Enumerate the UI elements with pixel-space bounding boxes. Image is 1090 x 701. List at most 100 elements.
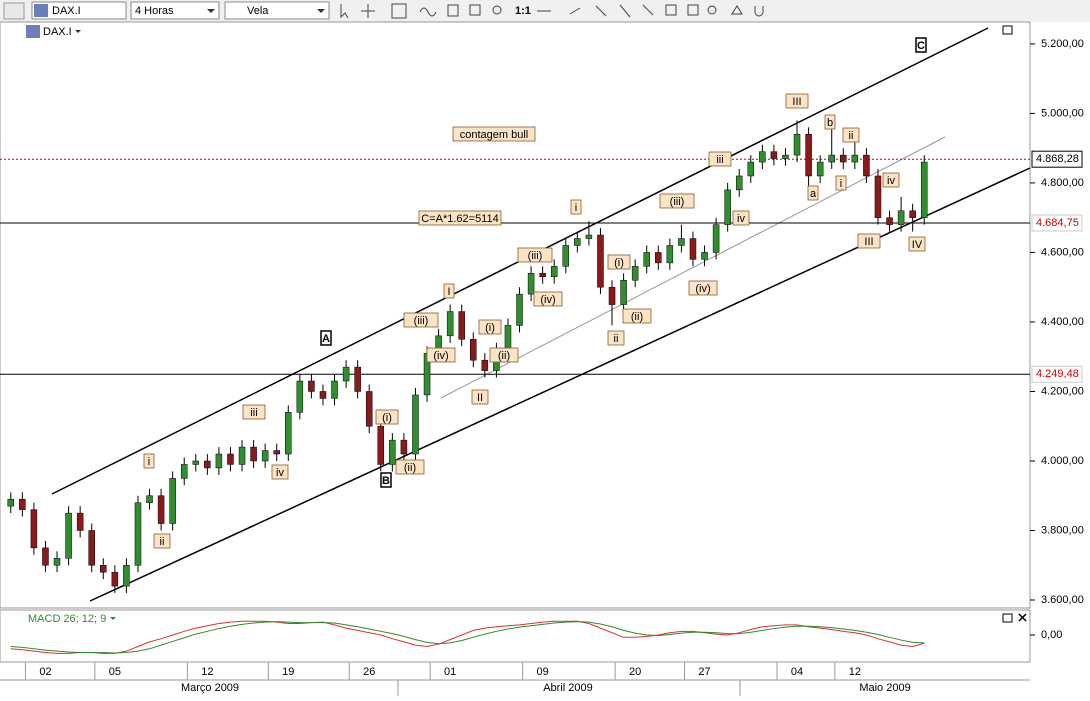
dropdown-arrow	[110, 617, 116, 620]
style-select[interactable]	[224, 1, 330, 20]
wave-label: A	[322, 333, 330, 345]
tool-icons[interactable]	[340, 3, 764, 19]
candle-body	[308, 380, 315, 392]
wave-label: (iii)	[414, 315, 429, 327]
candle-body	[157, 495, 165, 524]
candle-body	[100, 564, 107, 573]
candle-body	[712, 224, 720, 253]
wave-label-box	[320, 330, 332, 346]
month-label: Março 2009	[181, 682, 239, 694]
candle-body	[655, 252, 662, 264]
wave-label-box	[452, 126, 536, 142]
wave-label-box	[153, 533, 171, 549]
candle-body	[770, 151, 778, 159]
level-label-box	[1031, 365, 1083, 383]
candle-body	[354, 366, 361, 392]
symbol-box[interactable]	[31, 1, 127, 20]
period-select[interactable]	[130, 1, 220, 20]
x-tick-label: 12	[849, 666, 861, 678]
x-tick-label: 05	[109, 666, 121, 678]
close[interactable]	[1018, 613, 1027, 622]
y-tick-label: 5.000,00	[1041, 107, 1084, 119]
wave-label-box	[622, 308, 652, 324]
candle-body	[550, 266, 558, 278]
candle-body	[851, 154, 859, 163]
candle-body	[389, 439, 396, 465]
zoom[interactable]: 1:1	[515, 5, 531, 17]
x-tick-label: 02	[39, 666, 51, 678]
maximize[interactable]	[1002, 25, 1013, 35]
dropdown-arrow	[207, 9, 215, 13]
maximize[interactable]	[1002, 613, 1013, 623]
y-tick-label: 4.400,00	[1041, 316, 1084, 328]
candle-body	[470, 339, 477, 361]
candle-body	[19, 498, 26, 510]
candle-body	[377, 425, 385, 465]
candle-body	[678, 238, 685, 246]
candle-body	[7, 498, 15, 507]
wave-label: (iv)	[695, 283, 710, 295]
wave-label-box	[471, 389, 489, 405]
wave-label: B	[382, 475, 390, 487]
candle-body	[111, 571, 119, 587]
candle-body	[886, 217, 893, 225]
wave-label-box	[807, 185, 819, 201]
macd-panel	[0, 609, 1031, 663]
level-label: 4.249,48	[1036, 368, 1079, 380]
candle-body	[793, 134, 801, 156]
candle-body	[88, 530, 95, 566]
wave-label: C	[917, 40, 925, 52]
wave-label-box	[659, 193, 695, 209]
candle-body	[53, 558, 61, 566]
wave-label-box	[708, 151, 732, 167]
wave-label-box	[688, 280, 718, 296]
y-tick-label: 0,00	[1041, 629, 1062, 641]
candle-body	[608, 286, 616, 305]
period: 4 Horas	[135, 5, 174, 17]
candle-body	[250, 446, 257, 462]
candle-body	[816, 161, 824, 177]
wave-label-box	[785, 93, 809, 109]
candle-body	[874, 175, 882, 218]
wave-label-box	[478, 319, 502, 335]
wave-label: i	[840, 178, 842, 190]
wave-label-box	[607, 330, 625, 346]
candle-body	[897, 210, 905, 225]
candle-body	[805, 134, 812, 177]
macd-line	[10, 620, 925, 654]
nav-button[interactable]	[3, 2, 25, 20]
candle-body	[169, 478, 176, 524]
candle-body	[481, 359, 489, 371]
wave-label-box	[418, 210, 502, 226]
level-label: 4.868,28	[1036, 153, 1079, 165]
candle-body	[516, 293, 523, 326]
wave-label-box	[732, 210, 750, 226]
wave-label: iii	[250, 407, 257, 419]
candle-body	[296, 380, 304, 413]
wave-label-box	[824, 114, 836, 130]
candle-body	[319, 391, 327, 399]
wave-label-box	[426, 347, 456, 363]
wave-label: II	[477, 392, 483, 404]
candle-body	[504, 325, 512, 351]
candle-body	[238, 446, 246, 465]
candle-body	[215, 453, 223, 469]
candle-body	[666, 245, 674, 264]
candle-body	[920, 161, 928, 218]
x-tick-label: 26	[363, 666, 375, 678]
candle-body	[227, 453, 234, 465]
candle-body	[412, 394, 419, 455]
wave-label: (iv)	[433, 350, 448, 362]
wave-label: (i)	[485, 322, 495, 334]
candle-body	[735, 175, 743, 191]
wave-label-box	[489, 347, 519, 363]
wave-label-box	[857, 233, 881, 249]
wave-label: iv	[276, 467, 284, 479]
candle-body	[458, 311, 465, 340]
candle-body	[285, 412, 292, 455]
candle-body	[631, 266, 639, 281]
y-tick-label: 4.600,00	[1041, 246, 1084, 258]
candle-body	[76, 512, 84, 531]
candle-body	[261, 450, 269, 462]
